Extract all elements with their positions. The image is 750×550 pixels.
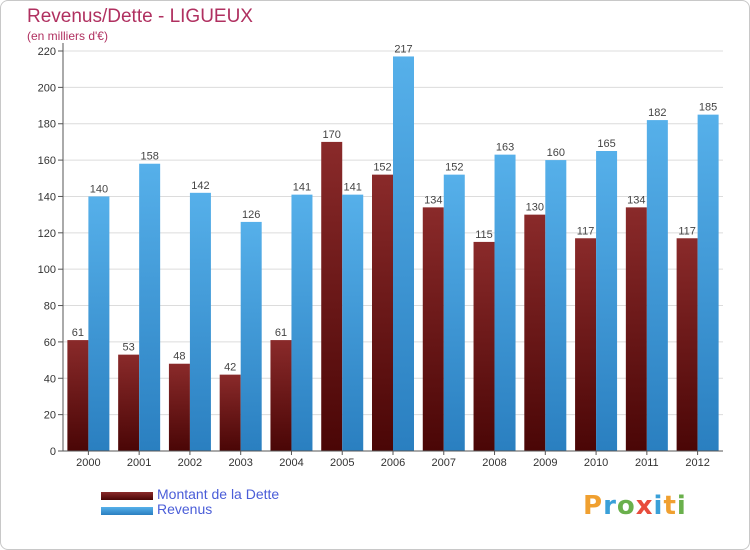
y-tick-label: 60	[44, 337, 56, 349]
data-label-debt: 130	[526, 202, 544, 214]
legend-label-debt: Montant de la Dette	[157, 486, 280, 502]
bar-debt	[270, 340, 292, 451]
x-tick-label: 2011	[635, 457, 659, 469]
data-label-debt: 117	[678, 225, 696, 237]
bar-revenue	[342, 194, 364, 452]
proxiti-logo: Proxiti	[583, 491, 687, 521]
chart-title: Revenus/Dette - LIGUEUX	[27, 6, 253, 27]
x-tick-label: 2006	[381, 457, 405, 469]
logo-letter: x	[635, 491, 654, 521]
data-label-revenue: 182	[648, 107, 666, 119]
data-label-debt: 115	[475, 229, 493, 241]
x-tick-label: 2003	[228, 457, 252, 469]
x-tick-label: 2008	[482, 457, 506, 469]
bar-debt	[67, 340, 89, 451]
bar-debt	[168, 363, 190, 451]
bar-revenue	[545, 160, 567, 451]
y-tick-label: 0	[50, 446, 56, 458]
data-label-revenue: 142	[191, 180, 209, 192]
data-label-debt: 117	[577, 225, 595, 237]
bar-revenue	[494, 154, 516, 452]
y-tick-label: 220	[38, 46, 56, 58]
y-tick-label: 120	[38, 228, 56, 240]
bar-revenue	[697, 114, 719, 452]
legend-label-revenue: Revenus	[157, 501, 213, 517]
bar-revenue	[139, 163, 161, 451]
data-label-debt: 53	[123, 342, 135, 354]
data-label-debt: 61	[275, 327, 287, 339]
x-tick-label: 2010	[584, 457, 608, 469]
y-tick-label: 160	[38, 155, 56, 167]
x-tick-label: 2004	[279, 457, 303, 469]
data-label-revenue: 160	[547, 147, 565, 159]
data-label-debt: 61	[72, 327, 84, 339]
x-tick-label: 2012	[685, 457, 709, 469]
data-label-revenue: 141	[344, 182, 362, 194]
data-label-revenue: 163	[496, 142, 514, 154]
y-tick-label: 180	[38, 119, 56, 131]
bar-debt	[219, 374, 241, 451]
data-label-debt: 42	[224, 362, 236, 374]
data-label-revenue: 185	[699, 102, 717, 114]
x-tick-label: 2001	[127, 457, 151, 469]
logo-letter: r	[603, 491, 617, 521]
bar-debt	[575, 238, 597, 451]
data-label-debt: 134	[627, 194, 645, 206]
data-label-debt: 152	[373, 162, 391, 174]
bar-debt	[321, 141, 343, 451]
bar-debt	[524, 214, 546, 451]
logo-letter: i	[653, 491, 664, 521]
bar-debt	[676, 238, 698, 451]
x-tick-label: 2009	[533, 457, 557, 469]
logo-letter: t	[663, 491, 677, 521]
data-label-debt: 48	[173, 351, 185, 363]
bar-debt	[118, 354, 140, 451]
data-label-revenue: 152	[445, 162, 463, 174]
logo-letter: o	[616, 491, 636, 521]
data-label-revenue: 217	[394, 43, 412, 55]
bar-debt	[372, 174, 393, 452]
y-tick-label: 100	[38, 264, 56, 276]
chart-subtitle: (en milliers d'€)	[27, 29, 108, 43]
legend-swatch-revenue	[101, 507, 153, 515]
bar-debt	[422, 207, 444, 451]
x-tick-label: 2007	[432, 457, 456, 469]
data-label-debt: 170	[323, 129, 341, 141]
y-tick-label: 200	[38, 82, 56, 94]
data-label-debt: 134	[424, 194, 442, 206]
y-tick-label: 20	[44, 410, 56, 422]
y-tick-label: 80	[44, 301, 56, 313]
bar-revenue	[291, 194, 313, 452]
x-tick-label: 2002	[178, 457, 202, 469]
legend-swatch-debt	[101, 492, 153, 500]
bar-revenue	[596, 151, 618, 451]
bar-revenue	[240, 221, 262, 451]
logo-letter: i	[676, 491, 687, 521]
data-label-revenue: 126	[242, 209, 260, 221]
bar-revenue	[88, 196, 110, 451]
x-tick-label: 2000	[76, 457, 100, 469]
data-label-revenue: 165	[597, 138, 615, 150]
data-label-revenue: 141	[293, 182, 311, 194]
bar-debt	[625, 207, 647, 451]
bar-revenue	[393, 56, 414, 452]
logo-letter: P	[583, 491, 604, 521]
bar-revenue	[443, 174, 465, 452]
y-tick-label: 140	[38, 191, 56, 203]
x-tick-label: 2005	[330, 457, 354, 469]
bar-revenue	[189, 192, 211, 451]
bar-revenue	[646, 120, 668, 451]
y-tick-label: 40	[44, 373, 56, 385]
data-label-revenue: 140	[90, 183, 108, 195]
bar-debt	[473, 241, 495, 451]
data-label-revenue: 158	[140, 151, 158, 163]
